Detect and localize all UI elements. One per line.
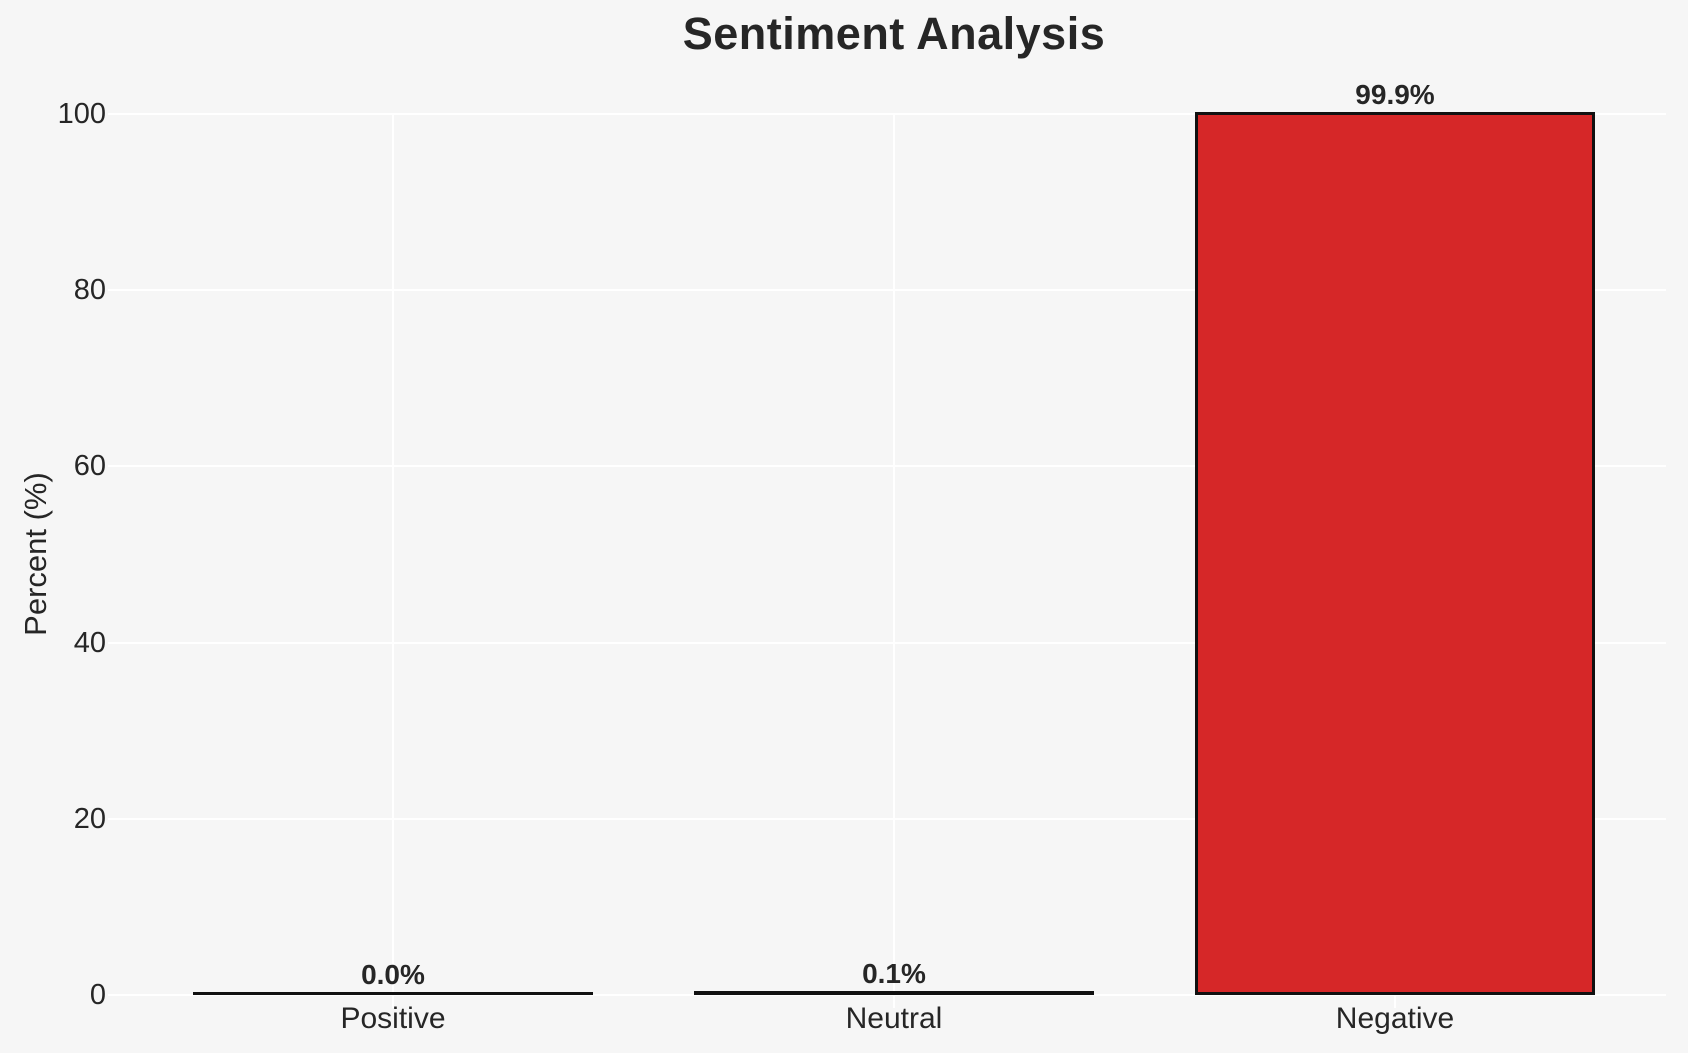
x-tick-label-positive: Positive — [340, 1002, 446, 1035]
y-tick-label-100: 100 — [57, 98, 106, 130]
y-tick-label-40: 40 — [73, 626, 106, 659]
gridline-v-positive — [392, 114, 394, 995]
y-tick-mark-100 — [108, 113, 122, 115]
bar-value-label-neutral: 0.1% — [862, 958, 926, 989]
y-tick-mark-0 — [108, 994, 122, 996]
bar-negative — [1195, 112, 1595, 995]
y-tick-label-20: 20 — [73, 802, 106, 835]
y-tick-mark-80 — [108, 289, 122, 292]
y-tick-label-0: 0 — [89, 979, 106, 1011]
x-tick-label-negative: Negative — [1335, 1002, 1455, 1035]
x-tick-label-neutral: Neutral — [845, 1002, 943, 1035]
x-tick-mark-negative — [1394, 995, 1396, 1008]
chart-title: Sentiment Analysis — [682, 8, 1106, 59]
y-tick-label-60: 60 — [73, 450, 106, 483]
x-tick-mark-neutral — [893, 995, 895, 1008]
bar-positive — [193, 992, 593, 995]
y-tick-mark-20 — [108, 817, 122, 820]
bar-value-label-positive: 0.0% — [361, 959, 425, 990]
gridline-v-neutral — [893, 114, 895, 995]
y-tick-mark-60 — [108, 465, 122, 468]
bar-value-label-negative: 99.9% — [1355, 79, 1435, 110]
x-tick-mark-positive — [392, 995, 394, 1008]
y-tick-mark-40 — [108, 641, 122, 644]
y-axis-label: Percent (%) — [18, 472, 53, 636]
y-tick-label-80: 80 — [73, 274, 106, 307]
bar-neutral — [694, 991, 1094, 995]
